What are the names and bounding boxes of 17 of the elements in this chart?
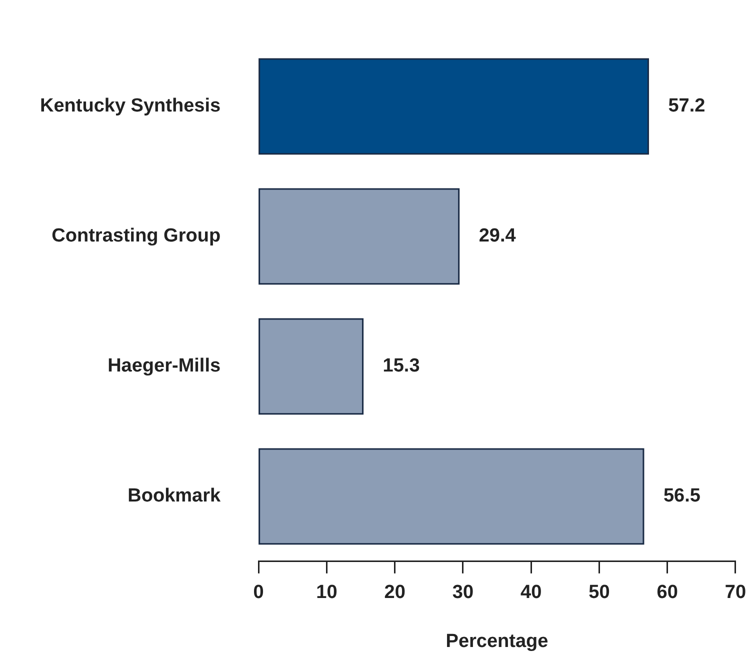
x-tick-label: 40 (520, 582, 542, 604)
y-tick-label: Contrasting Group (52, 226, 221, 247)
x-tick-label: 0 (253, 582, 264, 604)
x-tick-label: 70 (724, 582, 746, 604)
data-label: 56.5 (663, 486, 701, 507)
y-tick-label: Kentucky Synthesis (40, 96, 221, 117)
x-axis-title: Percentage (446, 630, 548, 652)
x-tick-label: 20 (384, 582, 406, 604)
y-tick-label: Bookmark (128, 486, 221, 507)
x-tick-label: 60 (656, 582, 678, 604)
data-label: 29.4 (478, 226, 516, 247)
x-tick-label: 50 (588, 582, 610, 604)
x-tick-label: 30 (452, 582, 474, 604)
y-tick-label: Haeger-Mills (108, 356, 221, 377)
x-tick-label: 10 (316, 582, 338, 604)
data-label: 15.3 (382, 356, 420, 377)
data-label: 57.2 (668, 96, 706, 117)
